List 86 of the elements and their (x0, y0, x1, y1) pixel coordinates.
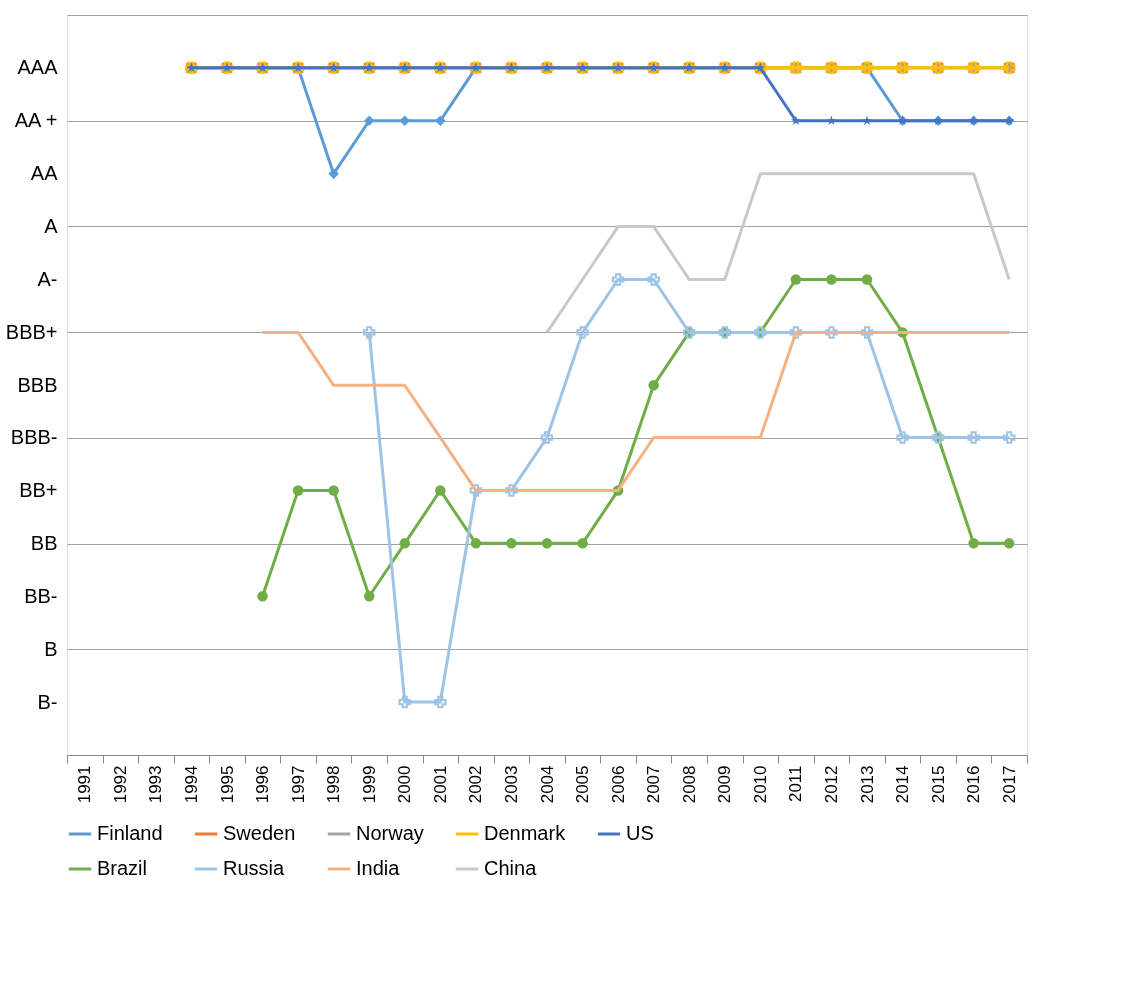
category-label: BBB+ (5, 320, 58, 343)
x-tick-label: 2015 (928, 765, 948, 804)
x-tick-label: 2005 (573, 765, 593, 804)
point (257, 591, 268, 602)
category-label: BBB- (10, 426, 58, 449)
x-tick-label: 2014 (893, 765, 913, 804)
x-tick-label: 2009 (715, 765, 735, 804)
x-tick-label: 2012 (821, 765, 841, 804)
x-tick-label: 2002 (466, 765, 486, 804)
point (362, 326, 376, 339)
x-tick-label: 2007 (644, 765, 664, 804)
point (469, 484, 483, 497)
x-tick-label: 2004 (537, 765, 557, 804)
point (647, 273, 660, 286)
category-label: B (44, 637, 58, 660)
x-tick-label: 1992 (110, 765, 130, 804)
point (398, 695, 412, 709)
x-tick-label: 1996 (253, 765, 273, 804)
x-tick-label: 2016 (964, 765, 984, 804)
legend-label: China (484, 857, 538, 879)
category-label: BBB (17, 373, 58, 396)
point (826, 274, 837, 285)
point (968, 538, 979, 549)
legend-label: Finland (97, 822, 163, 844)
point (506, 538, 517, 549)
legend-label: Russia (223, 857, 286, 879)
point (541, 538, 553, 549)
x-tick-label: 2000 (395, 765, 415, 804)
x-tick-label: 1991 (75, 765, 95, 804)
x-tick-label: 2013 (857, 765, 877, 804)
category-label: A (44, 214, 58, 237)
point (1002, 431, 1016, 444)
x-tick-label: 2010 (750, 765, 770, 804)
point (435, 485, 446, 496)
category-label: BB+ (19, 479, 58, 502)
point (860, 326, 874, 339)
category-label: BB- (24, 584, 58, 607)
x-tick-label: 2001 (430, 765, 450, 804)
legend-label: Norway (356, 822, 424, 844)
x-tick-label: 1993 (146, 765, 166, 804)
x-tick-label: 2008 (679, 765, 699, 804)
point (505, 484, 518, 497)
point (435, 115, 446, 127)
point (790, 274, 802, 285)
category-label: AA (30, 162, 58, 185)
point (790, 115, 801, 126)
category-label: A- (37, 267, 58, 290)
point (861, 274, 873, 285)
category-label: B- (37, 690, 58, 713)
point (576, 326, 589, 339)
x-tick-label: 2011 (786, 765, 806, 803)
point (648, 380, 659, 391)
point (826, 115, 837, 126)
x-tick-label: 1994 (181, 765, 201, 804)
point (470, 538, 482, 549)
point (896, 431, 909, 444)
x-tick-label: 1999 (359, 765, 379, 804)
point (328, 485, 339, 496)
x-tick-label: 2006 (608, 765, 628, 804)
legend-label: Sweden (223, 822, 296, 844)
x-tick-label: 2003 (501, 765, 521, 804)
category-label: AA + (14, 109, 58, 132)
point (967, 431, 980, 444)
legend-label: India (356, 857, 401, 879)
point (292, 485, 304, 496)
legend-label: Denmark (484, 822, 567, 844)
point (789, 326, 803, 339)
x-tick-label: 1997 (288, 765, 308, 804)
point (363, 591, 375, 602)
point (862, 115, 872, 126)
x-tick-label: 1995 (217, 765, 237, 804)
category-label: AAA (17, 56, 58, 79)
point (363, 115, 375, 127)
x-tick-label: 1998 (324, 765, 344, 804)
point (540, 431, 554, 444)
point (1003, 538, 1015, 549)
point (328, 168, 339, 179)
point (825, 326, 838, 339)
x-tick-label: 2017 (999, 765, 1019, 804)
category-label: BB (30, 532, 58, 555)
point (611, 273, 625, 286)
point (577, 538, 588, 549)
point (399, 538, 411, 549)
legend-label: US (626, 822, 654, 844)
point (434, 695, 447, 709)
legend-label: Brazil (97, 857, 148, 879)
